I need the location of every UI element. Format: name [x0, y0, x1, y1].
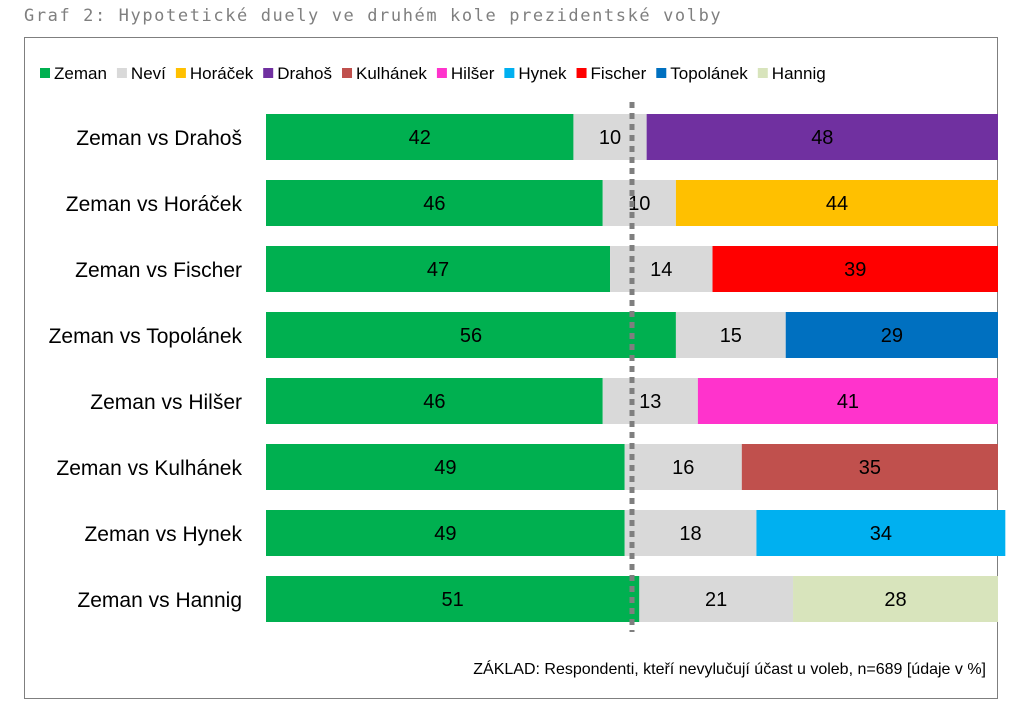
- bar-zeman-vs-hannig-zeman: [266, 576, 640, 622]
- data-label-zeman-vs-hannig-opponent: 28: [884, 589, 906, 611]
- bar-zeman-vs-hynek-zeman: [266, 510, 625, 556]
- chart-footnote: ZÁKLAD: Respondenti, kteří nevylučují úč…: [473, 661, 986, 678]
- bar-zeman-vs-hynek-nevi: [624, 510, 757, 556]
- data-label-zeman-vs-horacek-zeman: 46: [423, 193, 445, 215]
- data-label-zeman-vs-kulhanek-zeman: 49: [434, 457, 456, 479]
- legend-label-hilser: Hilšer: [451, 64, 495, 83]
- legend-swatch-drahos: [263, 68, 274, 78]
- bar-zeman-vs-fischer-nevi: [610, 246, 713, 292]
- legend-label-fischer: Fischer: [591, 64, 647, 83]
- legend-swatch-hynek: [504, 68, 515, 78]
- data-label-zeman-vs-fischer-opponent: 39: [844, 259, 866, 281]
- category-label-zeman-vs-drahos: Zeman vs Drahoš: [76, 127, 242, 150]
- data-label-zeman-vs-hilser-opponent: 41: [837, 391, 859, 413]
- legend-swatch-horacek: [175, 68, 186, 78]
- data-label-zeman-vs-hynek-opponent: 34: [870, 523, 892, 545]
- data-label-zeman-vs-hilser-zeman: 46: [423, 391, 445, 413]
- legend-swatch-hilser: [436, 68, 447, 78]
- bar-zeman-vs-fischer-opponent: [712, 246, 998, 292]
- bar-zeman-vs-kulhanek-zeman: [266, 444, 625, 490]
- data-label-zeman-vs-hynek-nevi: 18: [679, 523, 701, 545]
- legend-label-topolanek: Topolánek: [670, 64, 748, 83]
- data-label-zeman-vs-horacek-opponent: 44: [826, 193, 848, 215]
- legend-label-horacek: Horáček: [190, 64, 254, 83]
- bar-zeman-vs-topolanek-opponent: [785, 312, 998, 358]
- legend-label-drahos: Drahoš: [277, 64, 332, 83]
- legend-swatch-kulhanek: [342, 68, 353, 78]
- bar-zeman-vs-fischer-zeman: [266, 246, 611, 292]
- legend-label-hynek: Hynek: [518, 64, 567, 83]
- bars: 42 10 48 46 10 44 47 14 39 56 15 29 46 13 41 49 16 35 49 18…: [266, 114, 1006, 622]
- category-label-zeman-vs-hannig: Zeman vs Hannig: [77, 589, 242, 612]
- data-label-zeman-vs-fischer-zeman: 47: [427, 259, 449, 281]
- bar-zeman-vs-hilser-nevi: [602, 378, 698, 424]
- legend-swatch-fischer: [576, 68, 587, 78]
- bar-zeman-vs-horacek-nevi: [602, 180, 676, 226]
- data-label-zeman-vs-drahos-zeman: 42: [409, 127, 431, 149]
- category-label-zeman-vs-hilser: Zeman vs Hilšer: [90, 391, 242, 414]
- data-label-zeman-vs-hannig-zeman: 51: [442, 589, 464, 611]
- bar-zeman-vs-hannig-nevi: [639, 576, 794, 622]
- bar-zeman-vs-topolanek-zeman: [266, 312, 676, 358]
- page-title: Graf 2: Hypotetické duely ve druhém kole…: [24, 6, 723, 26]
- legend-label-nevi: Neví: [131, 64, 166, 83]
- data-label-zeman-vs-fischer-nevi: 14: [650, 259, 672, 281]
- bar-zeman-vs-hynek-opponent: [756, 510, 1006, 556]
- bar-zeman-vs-kulhanek-opponent: [741, 444, 998, 490]
- bar-zeman-vs-drahos-opponent: [646, 114, 998, 160]
- data-label-zeman-vs-kulhanek-opponent: 35: [859, 457, 881, 479]
- legend: Zeman Neví Horáček Drahoš Kulhánek Hilšer Hyne…: [40, 64, 826, 83]
- data-label-zeman-vs-topolanek-nevi: 15: [720, 325, 742, 347]
- legend-swatch-zeman: [40, 68, 50, 78]
- bar-zeman-vs-drahos-zeman: [266, 114, 574, 160]
- bar-zeman-vs-horacek-zeman: [266, 180, 603, 226]
- category-label-zeman-vs-kulhanek: Zeman vs Kulhánek: [56, 457, 242, 480]
- data-label-zeman-vs-kulhanek-nevi: 16: [672, 457, 694, 479]
- category-label-zeman-vs-topolanek: Zeman vs Topolánek: [49, 325, 243, 348]
- bar-zeman-vs-kulhanek-nevi: [624, 444, 742, 490]
- bar-zeman-vs-horacek-opponent: [675, 180, 998, 226]
- category-labels: Zeman vs Drahoš Zeman vs Horáček Zeman vs …: [49, 127, 243, 612]
- data-label-zeman-vs-topolanek-opponent: 29: [881, 325, 903, 347]
- bar-zeman-vs-hilser-zeman: [266, 378, 603, 424]
- data-label-zeman-vs-hynek-zeman: 49: [434, 523, 456, 545]
- legend-swatch-hannig: [757, 68, 768, 78]
- category-label-zeman-vs-fischer: Zeman vs Fischer: [75, 259, 242, 282]
- data-label-zeman-vs-hilser-nevi: 13: [639, 391, 661, 413]
- data-label-zeman-vs-drahos-opponent: 48: [811, 127, 833, 149]
- legend-swatch-nevi: [116, 68, 127, 78]
- legend-label-hannig: Hannig: [772, 64, 826, 83]
- category-label-zeman-vs-horacek: Zeman vs Horáček: [66, 193, 243, 216]
- bar-zeman-vs-hilser-opponent: [697, 378, 998, 424]
- data-label-zeman-vs-drahos-nevi: 10: [599, 127, 621, 149]
- data-label-zeman-vs-hannig-nevi: 21: [705, 589, 727, 611]
- data-label-zeman-vs-horacek-nevi: 10: [628, 193, 650, 215]
- legend-label-kulhanek: Kulhánek: [356, 64, 427, 83]
- bar-zeman-vs-hannig-opponent: [793, 576, 998, 622]
- data-label-zeman-vs-topolanek-zeman: 56: [460, 325, 482, 347]
- bar-zeman-vs-topolanek-nevi: [675, 312, 786, 358]
- legend-swatch-topolanek: [656, 68, 667, 78]
- category-label-zeman-vs-hynek: Zeman vs Hynek: [84, 523, 242, 546]
- legend-label-zeman: Zeman: [54, 64, 107, 83]
